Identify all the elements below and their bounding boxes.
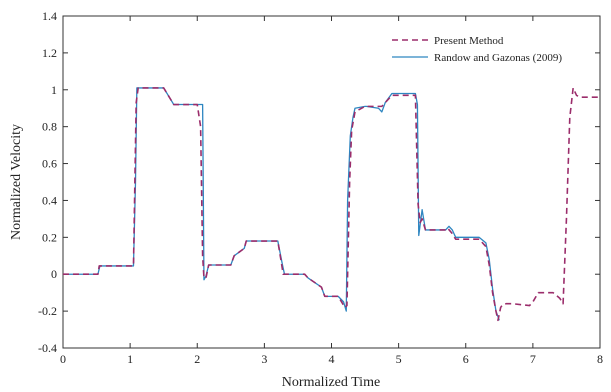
y-tick-label: 0.8 (42, 120, 57, 134)
y-tick-label: 0 (51, 267, 57, 281)
x-tick-label: 0 (60, 352, 66, 366)
x-tick-label: 4 (329, 352, 335, 366)
y-tick-label: 0.6 (42, 157, 57, 171)
y-tick-label: -0.4 (38, 341, 57, 355)
x-tick-label: 3 (261, 352, 267, 366)
y-tick-label: 1 (51, 83, 57, 97)
legend: Present Method Randow and Gazonas (2009) (392, 35, 562, 64)
x-tick-label: 7 (530, 352, 536, 366)
legend-label: Randow and Gazonas (2009) (434, 52, 562, 64)
plot-area (62, 15, 601, 349)
x-tick-label: 2 (194, 352, 200, 366)
x-axis-title: Normalized Time (282, 375, 380, 390)
legend-label: Present Method (434, 35, 504, 47)
series-line-present-method (63, 87, 600, 322)
y-tick-label: 0.2 (42, 230, 57, 244)
x-tick-label: 1 (127, 352, 133, 366)
y-tick-label: -0.2 (38, 304, 57, 318)
x-tick-label: 8 (597, 352, 603, 366)
series-layer (63, 87, 600, 322)
y-tick-label: 1.2 (42, 46, 57, 60)
ticks-layer: 0 1 2 3 4 5 6 7 8 -0.4 -0.2 0 0.2 0.4 0.6 0.8 1 1.2 1.4 (38, 9, 603, 366)
x-tick-label: 6 (463, 352, 469, 366)
y-tick-label: 0.4 (42, 193, 57, 207)
x-tick-label: 5 (396, 352, 402, 366)
y-tick-label: 1.4 (42, 9, 57, 23)
y-axis-title: Normalized Velocity (9, 124, 24, 240)
